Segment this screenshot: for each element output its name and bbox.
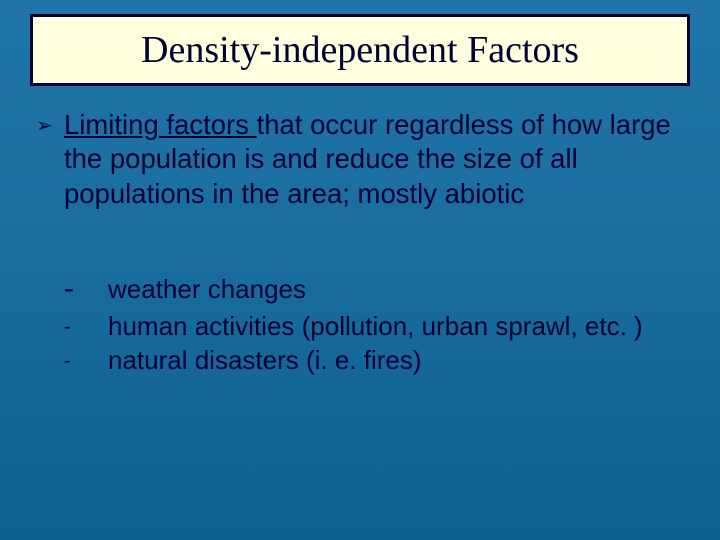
- dash-icon: -: [64, 269, 108, 309]
- example-text: weather changes: [108, 272, 684, 306]
- dash-icon: -: [64, 348, 108, 374]
- definition-underlined: Limiting factors: [64, 109, 257, 140]
- list-item: - weather changes: [64, 269, 684, 309]
- example-text: human activities (pollution, urban spraw…: [108, 309, 684, 343]
- slide-title: Density-independent Factors: [141, 28, 579, 72]
- slide-body: ➢ Limiting factors that occur regardless…: [36, 108, 684, 377]
- examples-list: - weather changes - human activities (po…: [64, 269, 684, 377]
- example-text: natural disasters (i. e. fires): [108, 343, 684, 377]
- list-item: - human activities (pollution, urban spr…: [64, 309, 684, 343]
- definition-bullet: ➢ Limiting factors that occur regardless…: [36, 108, 684, 211]
- dash-icon: -: [64, 314, 108, 340]
- definition-text: Limiting factors that occur regardless o…: [64, 108, 684, 211]
- list-item: - natural disasters (i. e. fires): [64, 343, 684, 377]
- arrow-bullet-icon: ➢: [36, 108, 64, 139]
- title-box: Density-independent Factors: [30, 14, 690, 86]
